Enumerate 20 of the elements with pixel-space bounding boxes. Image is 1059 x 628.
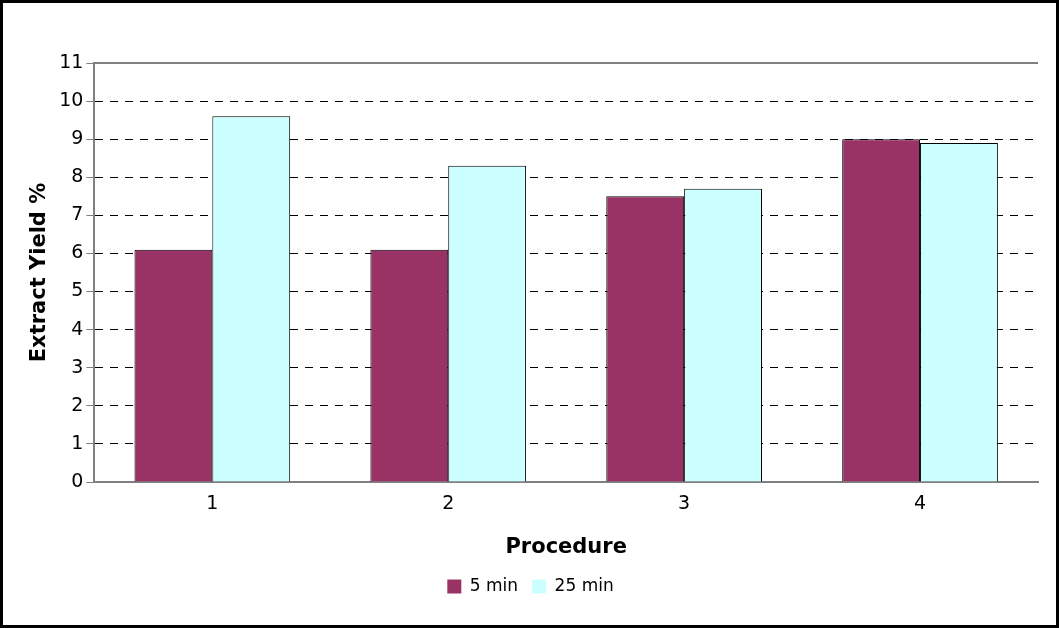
x-axis-title: Procedure [505, 533, 627, 558]
y-tick-label: 2 [71, 392, 84, 415]
y-tick-label: 1 [71, 430, 84, 453]
x-tick-label: 2 [442, 491, 455, 514]
y-tick-label: 9 [71, 126, 84, 149]
y-tick-label: 5 [71, 278, 84, 301]
legend-label: 5 min [469, 574, 519, 595]
x-tick-label: 4 [914, 491, 927, 514]
y-tick-label: 10 [59, 88, 84, 111]
x-tick-label: 3 [678, 491, 691, 514]
legend-label: 25 min [554, 574, 614, 595]
y-tick-label: 6 [71, 240, 84, 263]
y-tick-label: 8 [71, 164, 84, 187]
y-tick-label: 11 [59, 49, 84, 72]
y-tick-label: 0 [71, 468, 84, 491]
y-tick-label: 4 [71, 316, 84, 339]
y-axis-title: Extract Yield % [26, 182, 51, 363]
x-tick-label: 1 [206, 491, 219, 514]
y-tick-label: 3 [71, 354, 84, 377]
y-tick-label: 7 [71, 202, 84, 225]
